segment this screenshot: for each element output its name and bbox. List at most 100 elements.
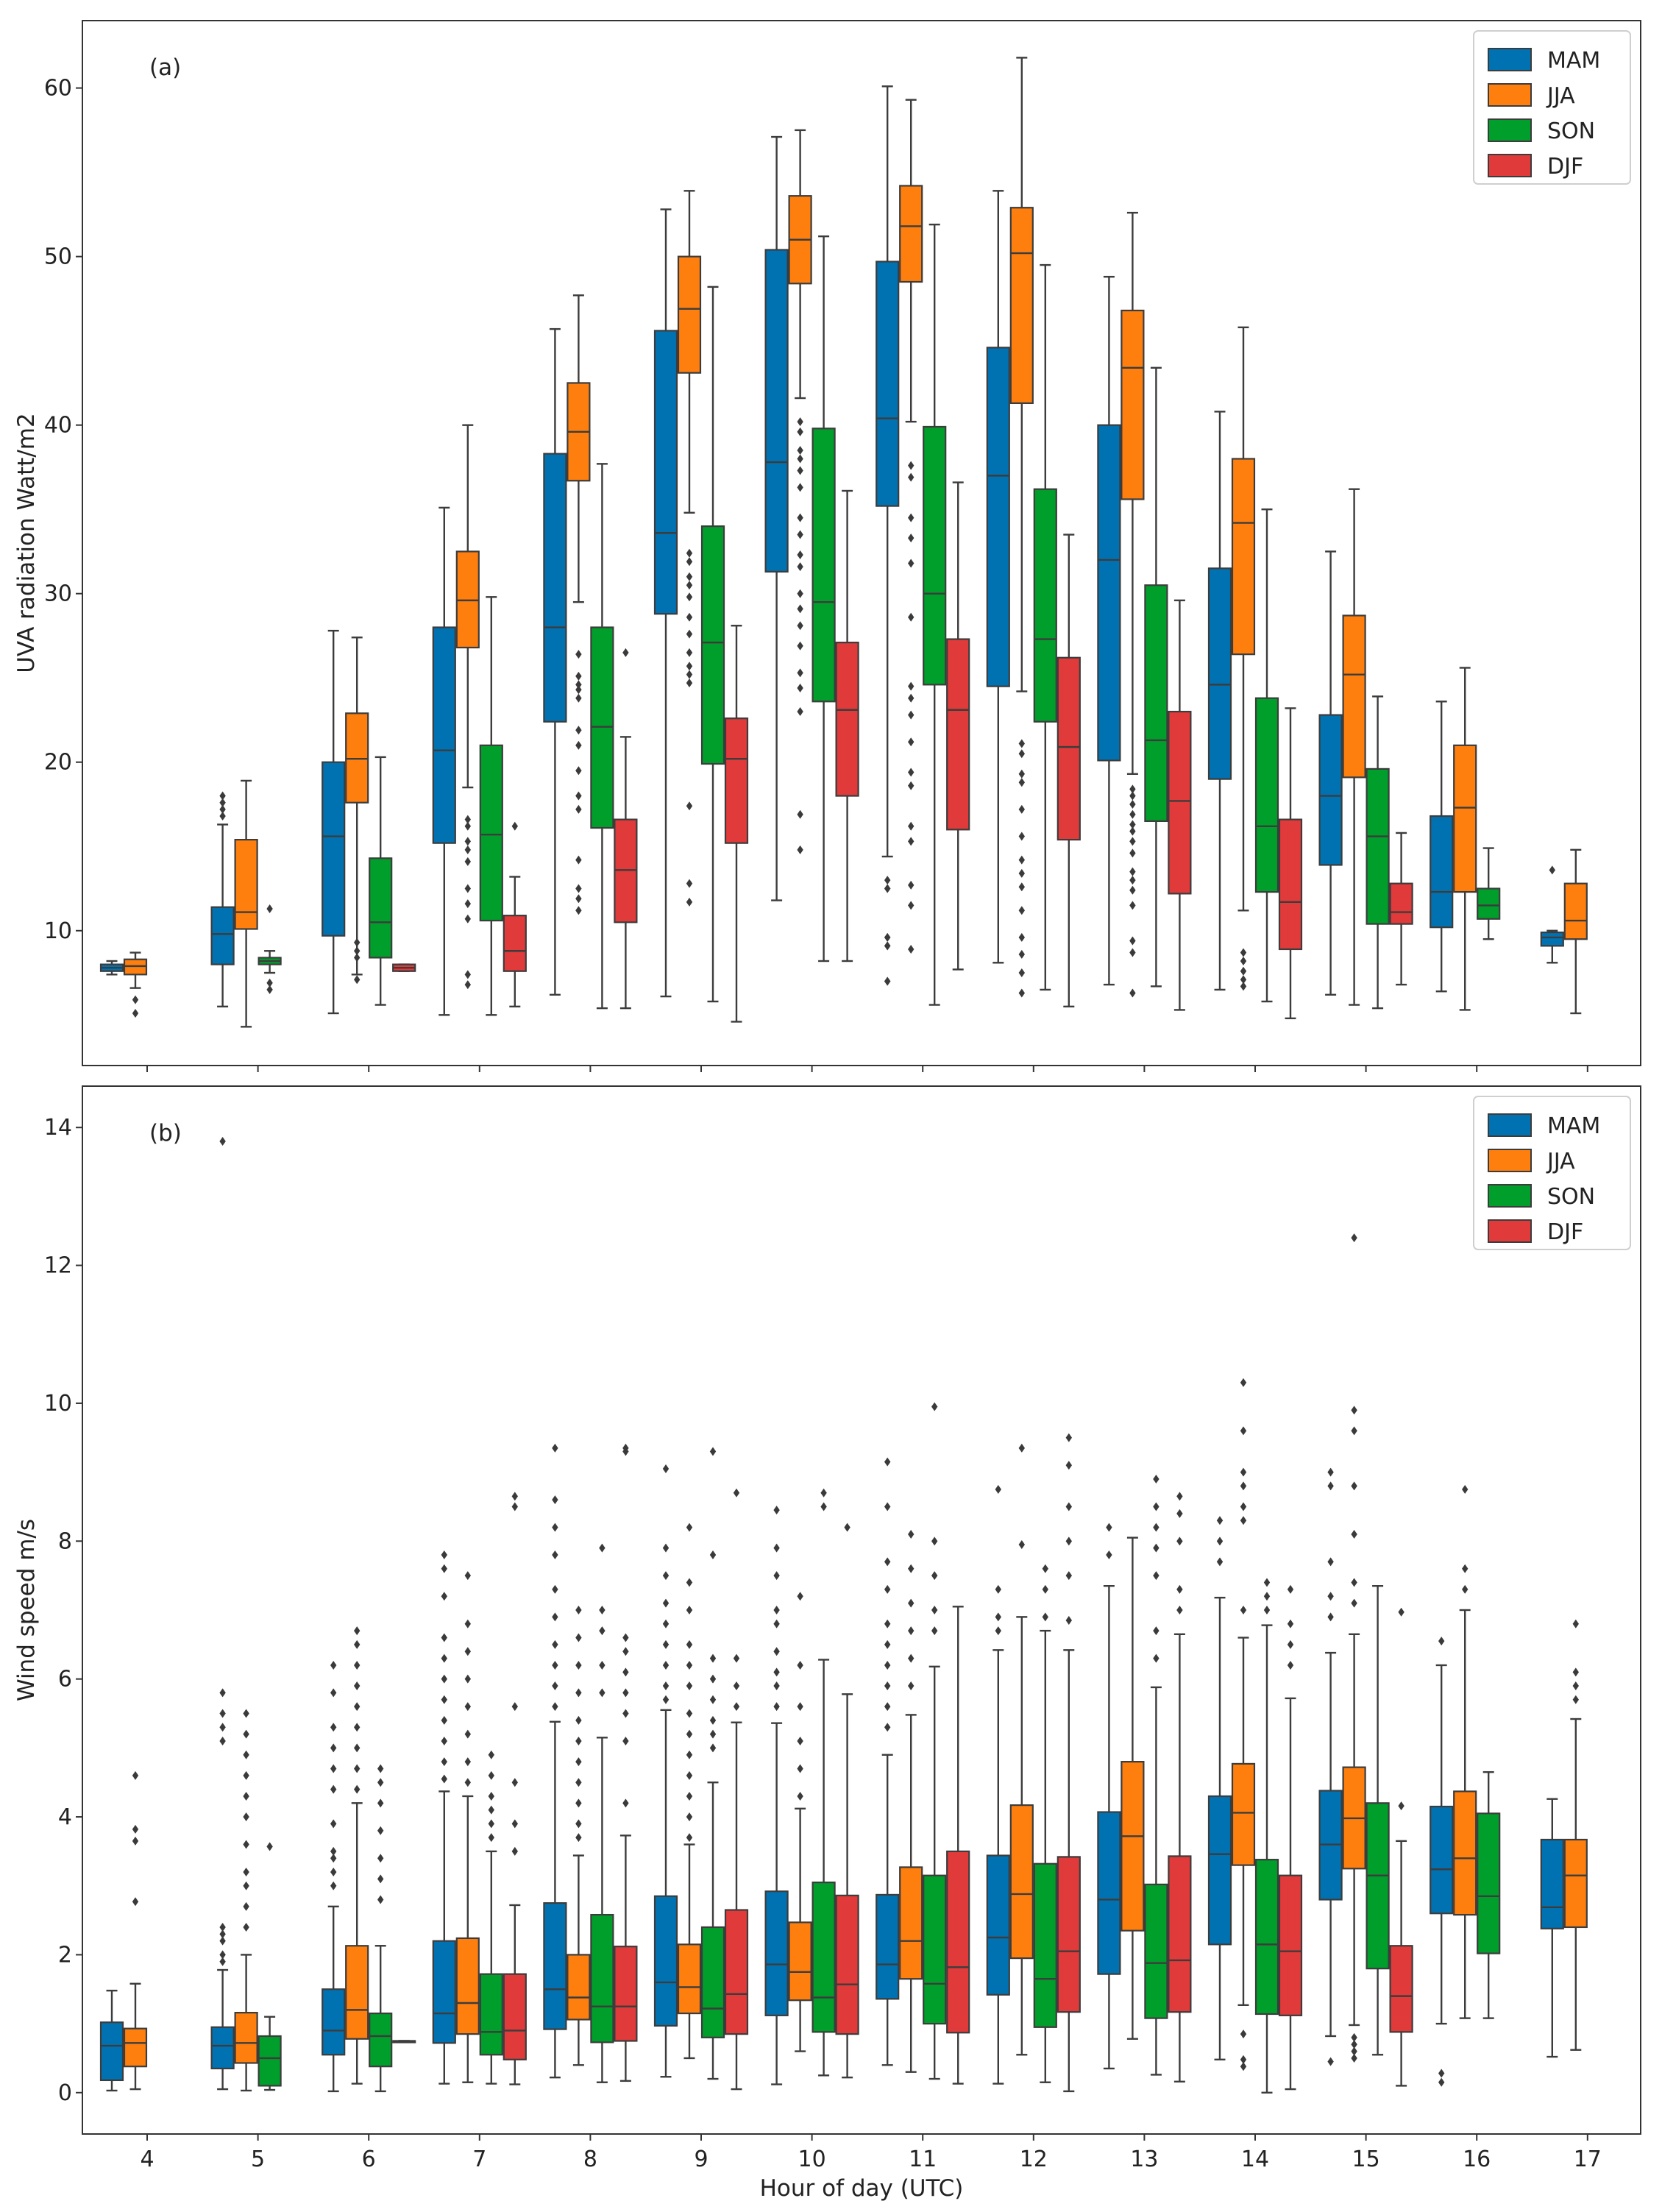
box-iqr [1144, 1883, 1168, 2019]
box-iqr [258, 2035, 282, 2087]
box-iqr [1563, 882, 1588, 940]
outlier-point [1018, 968, 1025, 978]
outlier-point [1287, 1660, 1294, 1670]
box-iqr [812, 428, 836, 703]
outlier-point [464, 857, 471, 866]
box-MAM-17 [1540, 1798, 1564, 2058]
box-MAM-10 [764, 135, 789, 901]
box-MAM-13 [1097, 275, 1121, 986]
outlier-point [243, 1709, 249, 1718]
box-SON-15 [1366, 695, 1390, 1010]
box-iqr [590, 1913, 614, 2043]
box-iqr [946, 638, 970, 831]
box-iqr [123, 2027, 148, 2068]
box-iqr [876, 260, 900, 507]
box-SON-5 [258, 904, 282, 994]
outlier-point [1549, 865, 1555, 875]
box-iqr [1168, 710, 1192, 895]
outlier-point [441, 1774, 447, 1784]
legend-label-DJF: DJF [1547, 1219, 1583, 1245]
outlier-point [575, 1660, 582, 1670]
outlier-point [354, 1784, 361, 1794]
box-iqr [1477, 887, 1501, 920]
box-iqr [1144, 584, 1168, 823]
box-iqr [1231, 458, 1256, 656]
box-iqr [677, 1943, 702, 2015]
x-tick-label: 8 [583, 2147, 597, 2172]
outlier-point [575, 650, 582, 659]
box-iqr [1121, 1761, 1145, 1932]
outlier-point [686, 581, 693, 590]
outlier-point [686, 1522, 693, 1532]
outlier-point [1018, 804, 1025, 814]
box-MAM-17 [1540, 865, 1564, 964]
outlier-point [575, 671, 582, 681]
outlier-point [441, 1757, 447, 1767]
outlier-point [1287, 1584, 1294, 1594]
outlier-point [219, 1737, 226, 1745]
legend-label-DJF: DJF [1547, 154, 1583, 180]
outlier-point [797, 427, 803, 436]
outlier-point [1018, 778, 1025, 787]
outlier-point [132, 1009, 139, 1018]
outlier-point [1176, 1606, 1183, 1614]
box-MAM-7 [432, 1550, 456, 2085]
box-JJA-5 [234, 779, 258, 1028]
outlier-point [1327, 1612, 1334, 1622]
x-tick-label: 9 [694, 2147, 708, 2172]
outlier-point [552, 1660, 558, 1670]
box-iqr [479, 1973, 503, 2056]
outlier-point [662, 1543, 670, 1553]
box-iqr [345, 1945, 369, 2040]
outlier-point [219, 1950, 226, 1960]
box-iqr [1366, 768, 1390, 925]
box-JJA-9 [677, 1522, 702, 2060]
outlier-point [1042, 1584, 1048, 1594]
outlier-point [908, 533, 915, 543]
outlier-point [266, 985, 273, 994]
outlier-point [511, 1778, 518, 1787]
box-iqr [1009, 1804, 1034, 1960]
box-SON-10 [812, 1488, 836, 2077]
x-tick-label: 4 [140, 2147, 154, 2172]
box-iqr [1097, 424, 1121, 762]
x-tick-label: 15 [1352, 2147, 1380, 2172]
outlier-point [219, 1136, 226, 1146]
box-iqr [1453, 1790, 1477, 1916]
y-tick-label: 4 [58, 1804, 72, 1830]
outlier-point [599, 1660, 606, 1670]
box-iqr [923, 425, 947, 686]
box-iqr [234, 838, 258, 930]
outlier-point [797, 845, 803, 854]
box-iqr [835, 642, 859, 797]
legend-swatch-SON [1488, 118, 1532, 142]
box-MAM-10 [764, 1506, 789, 2085]
box-iqr [502, 1973, 527, 2060]
outlier-point [464, 1674, 471, 1684]
outlier-point [243, 1750, 249, 1759]
outlier-point [1129, 826, 1136, 836]
box-JJA-10 [788, 129, 812, 400]
outlier-point [1572, 1619, 1579, 1628]
plot-frame [82, 1085, 1641, 2135]
outlier-point [1462, 1564, 1469, 1573]
box-DJF-12 [1056, 533, 1081, 1008]
outlier-point [354, 937, 361, 947]
box-iqr [1318, 714, 1343, 866]
box-iqr [1453, 744, 1477, 893]
outlier-point [884, 941, 891, 951]
outlier-point [1106, 1522, 1112, 1532]
outlier-point [441, 1674, 447, 1684]
outlier-point [1065, 1433, 1072, 1442]
y-tick-label: 12 [44, 1253, 72, 1279]
outlier-point [931, 1571, 938, 1581]
legend-label-MAM: MAM [1547, 48, 1600, 74]
x-axis-label: Hour of day (UTC) [760, 2175, 964, 2202]
outlier-point [1351, 2032, 1357, 2042]
outlier-point [1240, 1426, 1247, 1436]
outlier-point [575, 1833, 582, 1843]
panel-label: (a) [149, 54, 181, 81]
outlier-point [686, 1791, 693, 1801]
outlier-point [1129, 784, 1136, 794]
outlier-point [1176, 1584, 1183, 1594]
